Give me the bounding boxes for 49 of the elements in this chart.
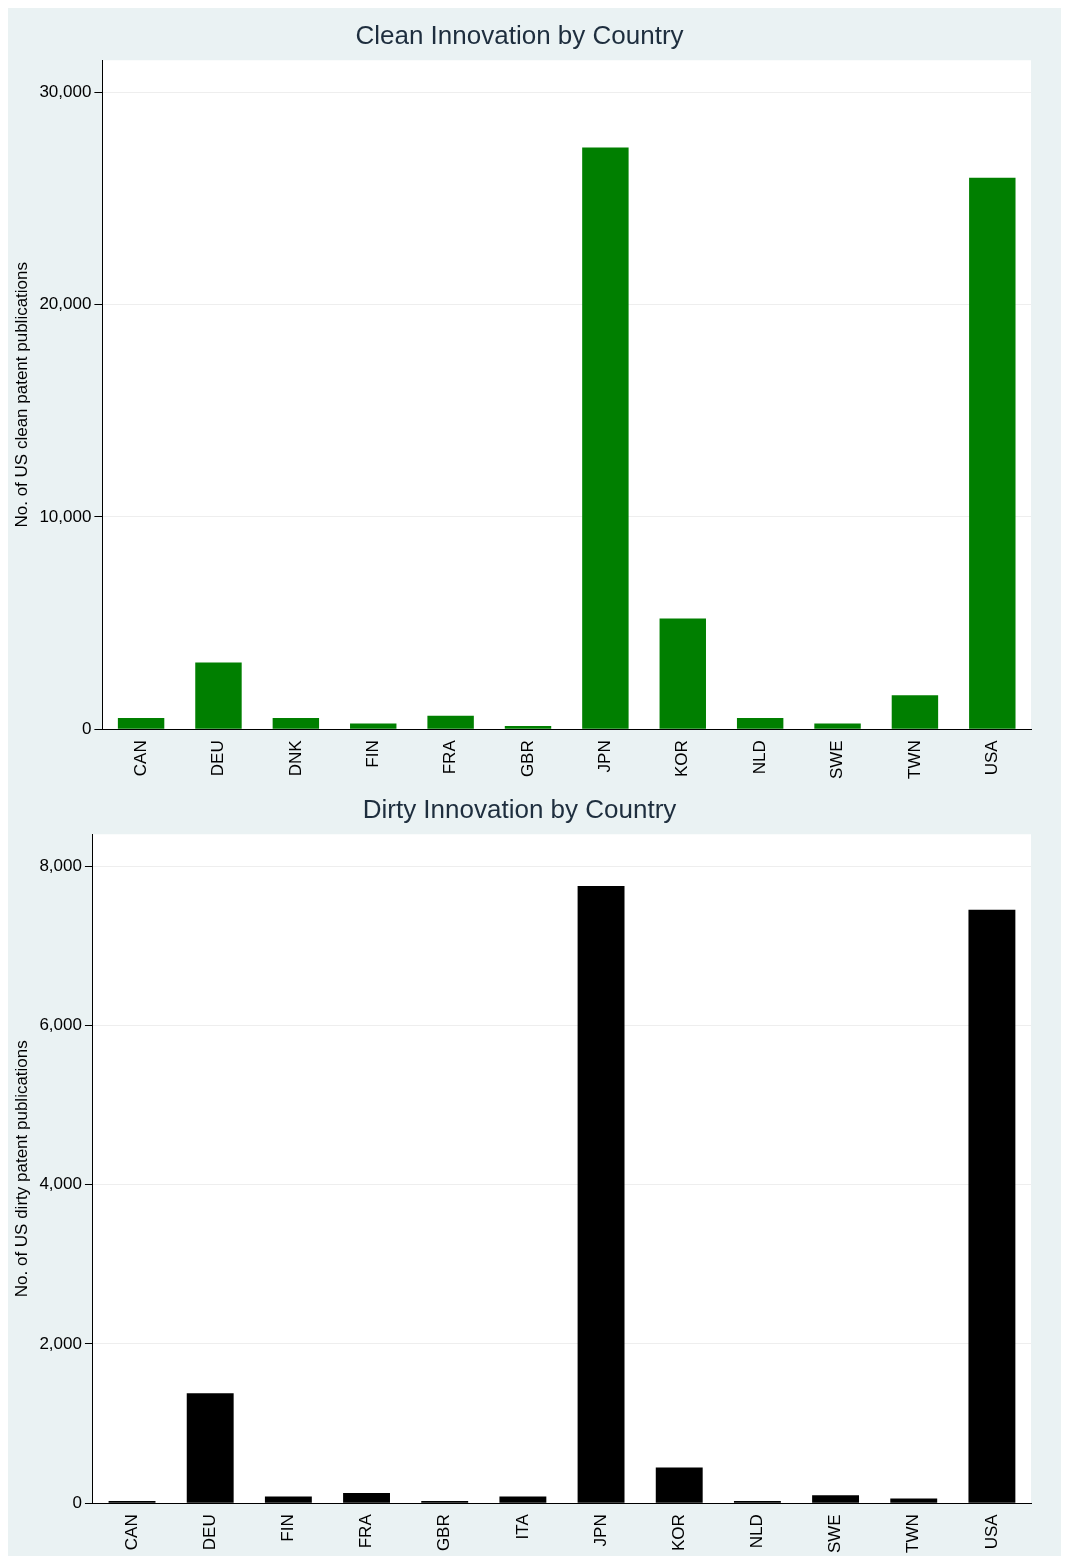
x-tick-label: FIN bbox=[278, 1514, 298, 1542]
x-tick-label: TWN bbox=[904, 740, 924, 779]
x-tick-label: KOR bbox=[672, 740, 692, 778]
bar bbox=[969, 177, 1016, 729]
bar bbox=[427, 715, 474, 729]
x-tick-label: CAN bbox=[130, 740, 150, 777]
y-tick-label: 8,000 bbox=[39, 855, 82, 875]
chart-title: Clean Innovation by Country bbox=[355, 19, 684, 50]
x-tick-label: USA bbox=[982, 739, 1001, 776]
bar bbox=[659, 618, 706, 729]
x-tick-label: KOR bbox=[668, 1514, 688, 1552]
x-tick-label: DNK bbox=[285, 739, 305, 777]
x-tick-label: NLD bbox=[747, 1514, 767, 1549]
y-tick-label: 6,000 bbox=[39, 1015, 82, 1035]
x-tick-label: GBR bbox=[517, 740, 537, 778]
x-tick-label: CAN bbox=[121, 1514, 141, 1551]
bar bbox=[891, 695, 939, 729]
x-tick-label: JPN bbox=[590, 1514, 610, 1547]
x-tick-label: JPN bbox=[595, 740, 615, 773]
y-tick-label: 0 bbox=[72, 1492, 82, 1512]
y-tick-label: 2,000 bbox=[39, 1333, 82, 1353]
y-tick-label: 0 bbox=[81, 718, 92, 738]
y-axis-title: No. of US dirty patent publications bbox=[11, 1040, 31, 1298]
x-tick-label: FRA bbox=[356, 1513, 376, 1549]
bar bbox=[504, 725, 552, 729]
bar bbox=[736, 718, 784, 729]
bar bbox=[117, 718, 165, 729]
bar bbox=[350, 723, 397, 729]
x-tick-label: DEU bbox=[199, 1514, 219, 1551]
x-tick-label: DEU bbox=[208, 740, 228, 777]
bar bbox=[272, 718, 320, 729]
x-tick-label: GBR bbox=[434, 1514, 454, 1552]
x-tick-label: SWE bbox=[825, 1514, 845, 1554]
y-axis-title: No. of US clean patent publications bbox=[11, 261, 31, 528]
x-tick-label: FRA bbox=[440, 739, 460, 775]
bar bbox=[582, 147, 629, 729]
y-tick-label: 20,000 bbox=[39, 294, 92, 314]
x-tick-label: SWE bbox=[827, 740, 847, 780]
x-tick-label: TWN bbox=[903, 1514, 923, 1553]
y-tick-label: 10,000 bbox=[39, 506, 92, 526]
bar bbox=[195, 662, 242, 729]
bar bbox=[814, 723, 861, 729]
x-tick-label: FIN bbox=[362, 740, 382, 768]
chart-title: Dirty Innovation by Country bbox=[362, 793, 677, 824]
y-tick-label: 30,000 bbox=[39, 81, 92, 101]
x-tick-label: USA bbox=[981, 1513, 1001, 1550]
y-tick-label: 4,000 bbox=[39, 1174, 82, 1194]
x-tick-label: ITA bbox=[512, 1513, 532, 1540]
x-tick-label: NLD bbox=[749, 740, 769, 775]
